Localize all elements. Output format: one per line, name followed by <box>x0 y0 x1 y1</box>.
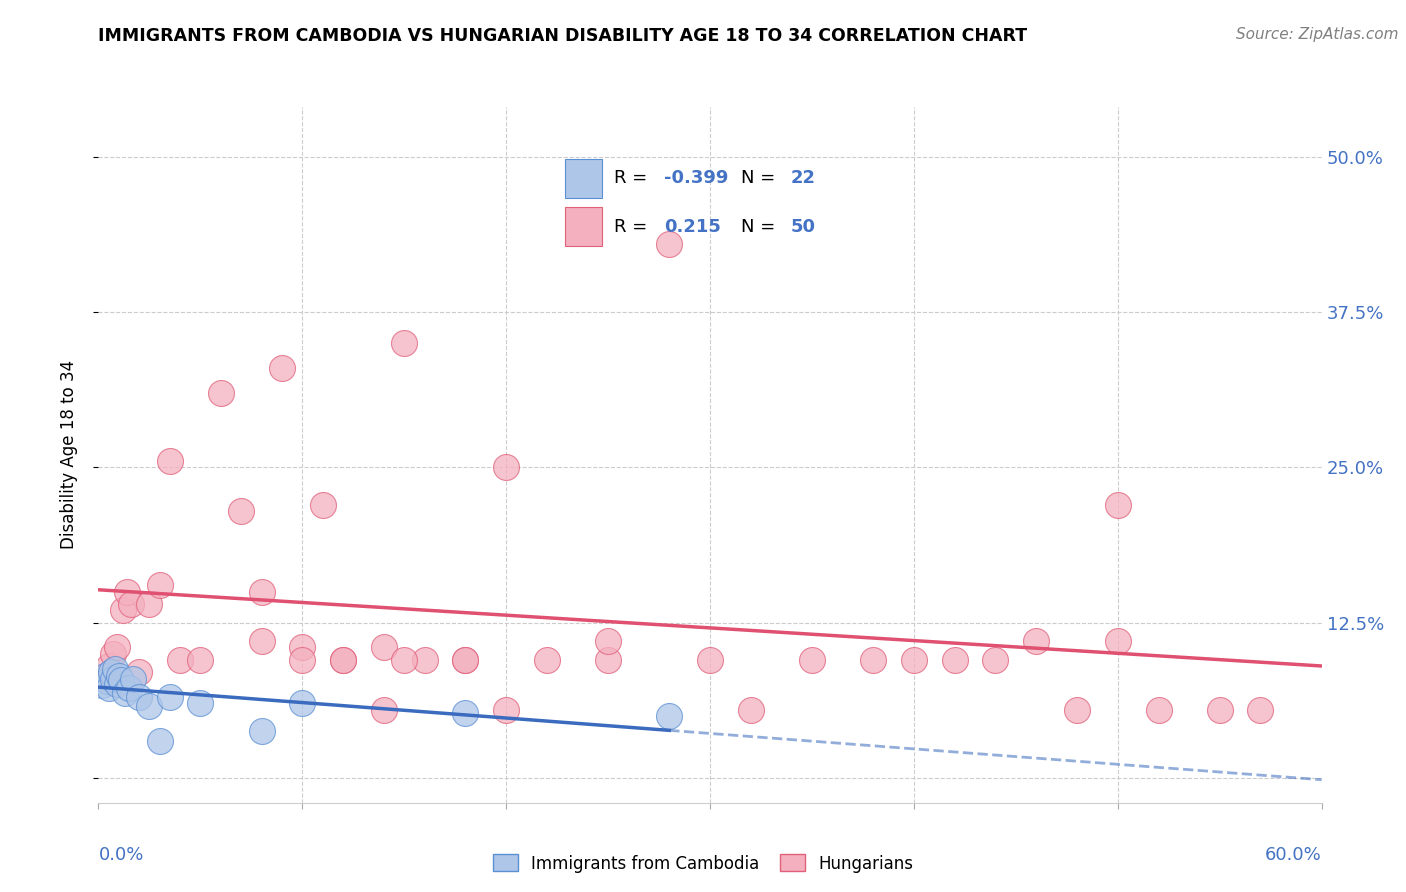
Point <box>312 498 335 512</box>
FancyBboxPatch shape <box>565 159 602 198</box>
Text: N =: N = <box>741 218 780 235</box>
Point <box>495 460 517 475</box>
Text: 60.0%: 60.0% <box>1265 847 1322 864</box>
Point <box>454 706 477 721</box>
Point <box>598 653 620 667</box>
Text: N =: N = <box>741 169 780 187</box>
Point <box>105 640 128 655</box>
Point <box>149 578 172 592</box>
Point <box>862 653 884 667</box>
Point <box>250 723 273 738</box>
Point <box>1066 703 1088 717</box>
Point <box>1107 634 1129 648</box>
Text: 0.0%: 0.0% <box>98 847 143 864</box>
Point <box>209 385 232 400</box>
Point <box>122 672 145 686</box>
Point <box>392 653 416 667</box>
Point <box>699 653 721 667</box>
Point <box>105 676 128 690</box>
Point <box>96 674 118 689</box>
Point <box>108 669 131 683</box>
Point <box>149 733 172 747</box>
Point <box>111 603 134 617</box>
Point <box>93 669 115 683</box>
Point <box>120 597 142 611</box>
Point <box>110 673 132 687</box>
Point <box>801 653 824 667</box>
Point <box>250 584 273 599</box>
Point <box>114 686 136 700</box>
Point <box>138 698 160 713</box>
Point <box>536 653 558 667</box>
Point <box>270 361 294 376</box>
Point <box>101 647 124 661</box>
Point <box>1025 634 1047 648</box>
Point <box>97 659 120 673</box>
Text: 22: 22 <box>790 169 815 187</box>
Point <box>454 653 477 667</box>
Text: 0.215: 0.215 <box>664 218 720 235</box>
Point <box>291 653 314 667</box>
Point <box>231 504 253 518</box>
Point <box>1147 703 1170 717</box>
Point <box>291 697 314 711</box>
Point <box>100 665 122 680</box>
Point <box>332 653 354 667</box>
Point <box>188 697 212 711</box>
Point <box>159 454 181 468</box>
Point <box>291 640 314 655</box>
Point <box>1249 703 1271 717</box>
Legend: Immigrants from Cambodia, Hungarians: Immigrants from Cambodia, Hungarians <box>486 847 920 880</box>
Text: Source: ZipAtlas.com: Source: ZipAtlas.com <box>1236 27 1399 42</box>
Point <box>454 653 477 667</box>
FancyBboxPatch shape <box>565 207 602 246</box>
Point <box>598 634 620 648</box>
Point <box>93 669 115 683</box>
Point <box>97 681 120 696</box>
Point <box>413 653 436 667</box>
Point <box>373 640 395 655</box>
Point <box>740 703 762 717</box>
Y-axis label: Disability Age 18 to 34: Disability Age 18 to 34 <box>59 360 77 549</box>
Point <box>115 584 138 599</box>
Point <box>128 690 150 705</box>
Point <box>1107 498 1129 512</box>
Point <box>91 678 114 692</box>
Point <box>188 653 212 667</box>
Point <box>392 336 416 351</box>
Point <box>658 708 681 723</box>
Point <box>1209 703 1232 717</box>
Point <box>128 665 150 680</box>
Text: IMMIGRANTS FROM CAMBODIA VS HUNGARIAN DISABILITY AGE 18 TO 34 CORRELATION CHART: IMMIGRANTS FROM CAMBODIA VS HUNGARIAN DI… <box>98 27 1028 45</box>
Point <box>118 681 141 696</box>
Text: -0.399: -0.399 <box>664 169 728 187</box>
Point <box>138 597 160 611</box>
Point <box>495 703 517 717</box>
Point <box>169 653 191 667</box>
Text: R =: R = <box>614 169 654 187</box>
Point <box>943 653 966 667</box>
Point <box>332 653 354 667</box>
Point <box>104 662 127 676</box>
Point <box>903 653 925 667</box>
Point <box>984 653 1007 667</box>
Point <box>373 703 395 717</box>
Point <box>101 672 124 686</box>
Point <box>658 236 681 251</box>
Point <box>250 634 273 648</box>
Text: R =: R = <box>614 218 654 235</box>
Point <box>159 690 181 705</box>
Text: 50: 50 <box>790 218 815 235</box>
